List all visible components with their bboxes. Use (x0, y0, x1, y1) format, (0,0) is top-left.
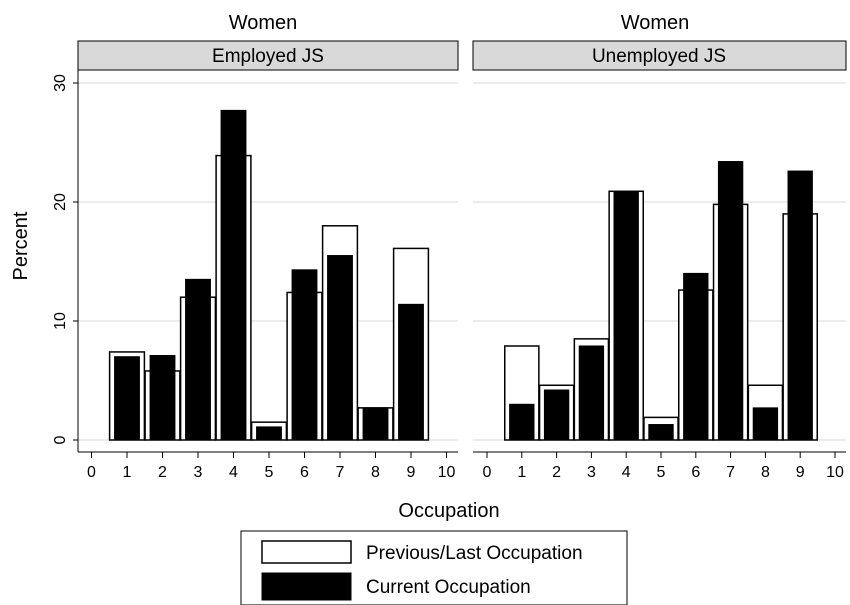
bar-current (752, 407, 779, 441)
y-tick-label: 0 (52, 435, 69, 444)
x-tick-label: 3 (587, 464, 596, 481)
bar-current (613, 191, 639, 441)
bar-current (717, 161, 744, 441)
x-tick-label: 1 (123, 464, 132, 481)
x-tick-label: 0 (483, 464, 492, 481)
x-tick-label: 4 (229, 464, 238, 481)
strip-employed-bg (77, 40, 459, 71)
x-tick-label: 5 (657, 464, 666, 481)
x-tick-label: 8 (761, 464, 770, 481)
x-tick-label: 3 (194, 464, 203, 481)
x-tick-label: 7 (336, 464, 345, 481)
bar-current (220, 109, 247, 441)
x-tick-label: 10 (438, 464, 456, 481)
bar-current (291, 269, 318, 441)
bar-current (114, 356, 140, 441)
x-tick-label: 2 (552, 464, 561, 481)
y-tick-label: 20 (52, 193, 69, 211)
legend-label-current: Current Occupation (366, 577, 531, 598)
legend: Previous/Last Occupation Current Occupat… (240, 530, 628, 605)
legend-swatch-current (261, 572, 352, 601)
x-tick-label: 0 (87, 464, 96, 481)
legend-swatch-previous (261, 540, 352, 564)
legend-label-previous: Previous/Last Occupation (366, 543, 583, 564)
bar-current (509, 403, 535, 441)
x-axis-label: Occupation (398, 500, 499, 522)
panel-title-unemployed: Women (621, 12, 690, 34)
x-tick-label: 6 (300, 464, 309, 481)
bar-current (185, 278, 211, 441)
bar-current (648, 424, 674, 441)
bar-current (787, 170, 813, 441)
bar-current (256, 426, 282, 441)
bar-current (149, 355, 176, 441)
x-tick-label: 1 (517, 464, 526, 481)
x-tick-label: 2 (158, 464, 167, 481)
bar-current (327, 255, 353, 441)
strip-label-unemployed: Unemployed JS (592, 46, 726, 67)
y-tick-label: 30 (52, 74, 69, 92)
bars (108, 109, 819, 441)
x-tick-label: 8 (371, 464, 380, 481)
bar-current (362, 407, 389, 441)
bar-current (578, 345, 605, 441)
y-tick-label: 10 (52, 312, 69, 330)
x-tick-label: 7 (726, 464, 735, 481)
x-tick-label: 6 (691, 464, 700, 481)
x-tick-label: 5 (265, 464, 274, 481)
panel-title-employed: Women (229, 12, 298, 34)
x-tick-label: 9 (796, 464, 805, 481)
axes: 0 10 20 30 0 1 2 3 4 5 6 7 8 9 10 0 1 2 3 4 5 6 7 8 9 10 (52, 70, 846, 481)
x-tick-label: 10 (826, 464, 844, 481)
bar-current (543, 389, 570, 441)
y-axis-label: Percent (10, 211, 32, 280)
x-tick-label: 4 (622, 464, 631, 481)
strip-label-employed: Employed JS (212, 46, 324, 67)
x-tick-label: 9 (407, 464, 416, 481)
bar-current (398, 303, 424, 441)
bar-current (683, 272, 709, 441)
strip-unemployed-bg (472, 40, 847, 71)
